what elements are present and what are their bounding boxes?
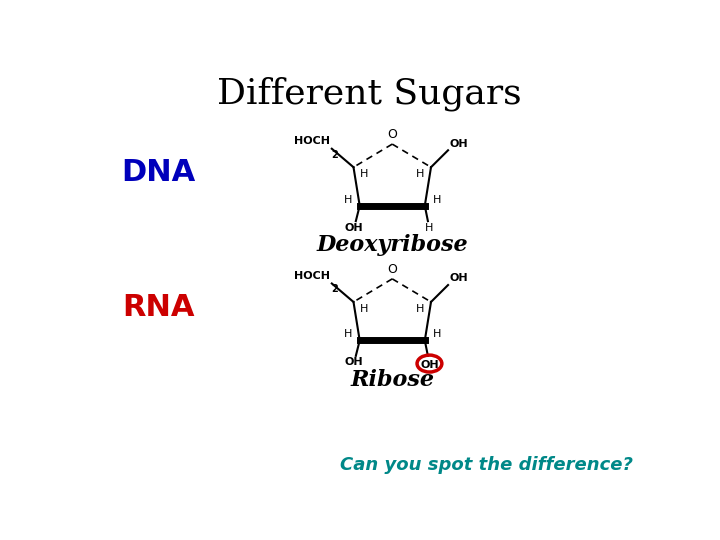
- Text: Can you spot the difference?: Can you spot the difference?: [340, 456, 632, 475]
- Text: H: H: [360, 303, 369, 314]
- Text: OH: OH: [420, 361, 438, 370]
- Text: 2: 2: [331, 284, 338, 294]
- Text: H: H: [426, 222, 433, 233]
- Text: OH: OH: [345, 357, 364, 367]
- Text: OH: OH: [449, 139, 468, 148]
- Text: H: H: [343, 329, 352, 339]
- Text: Ribose: Ribose: [350, 369, 434, 391]
- Text: H: H: [416, 168, 424, 179]
- Text: H: H: [343, 194, 352, 205]
- Text: Different Sugars: Different Sugars: [217, 76, 521, 111]
- Text: O: O: [387, 263, 397, 276]
- Text: OH: OH: [345, 222, 364, 233]
- Text: O: O: [387, 128, 397, 141]
- Text: HOCH: HOCH: [294, 271, 330, 281]
- Text: 2: 2: [331, 150, 338, 159]
- Text: RNA: RNA: [122, 293, 194, 322]
- Text: Deoxyribose: Deoxyribose: [316, 234, 468, 256]
- Text: OH: OH: [449, 273, 468, 284]
- Text: H: H: [416, 303, 424, 314]
- Text: H: H: [360, 168, 369, 179]
- Text: H: H: [433, 194, 441, 205]
- Text: HOCH: HOCH: [294, 137, 330, 146]
- Text: DNA: DNA: [121, 158, 195, 187]
- Text: H: H: [433, 329, 441, 339]
